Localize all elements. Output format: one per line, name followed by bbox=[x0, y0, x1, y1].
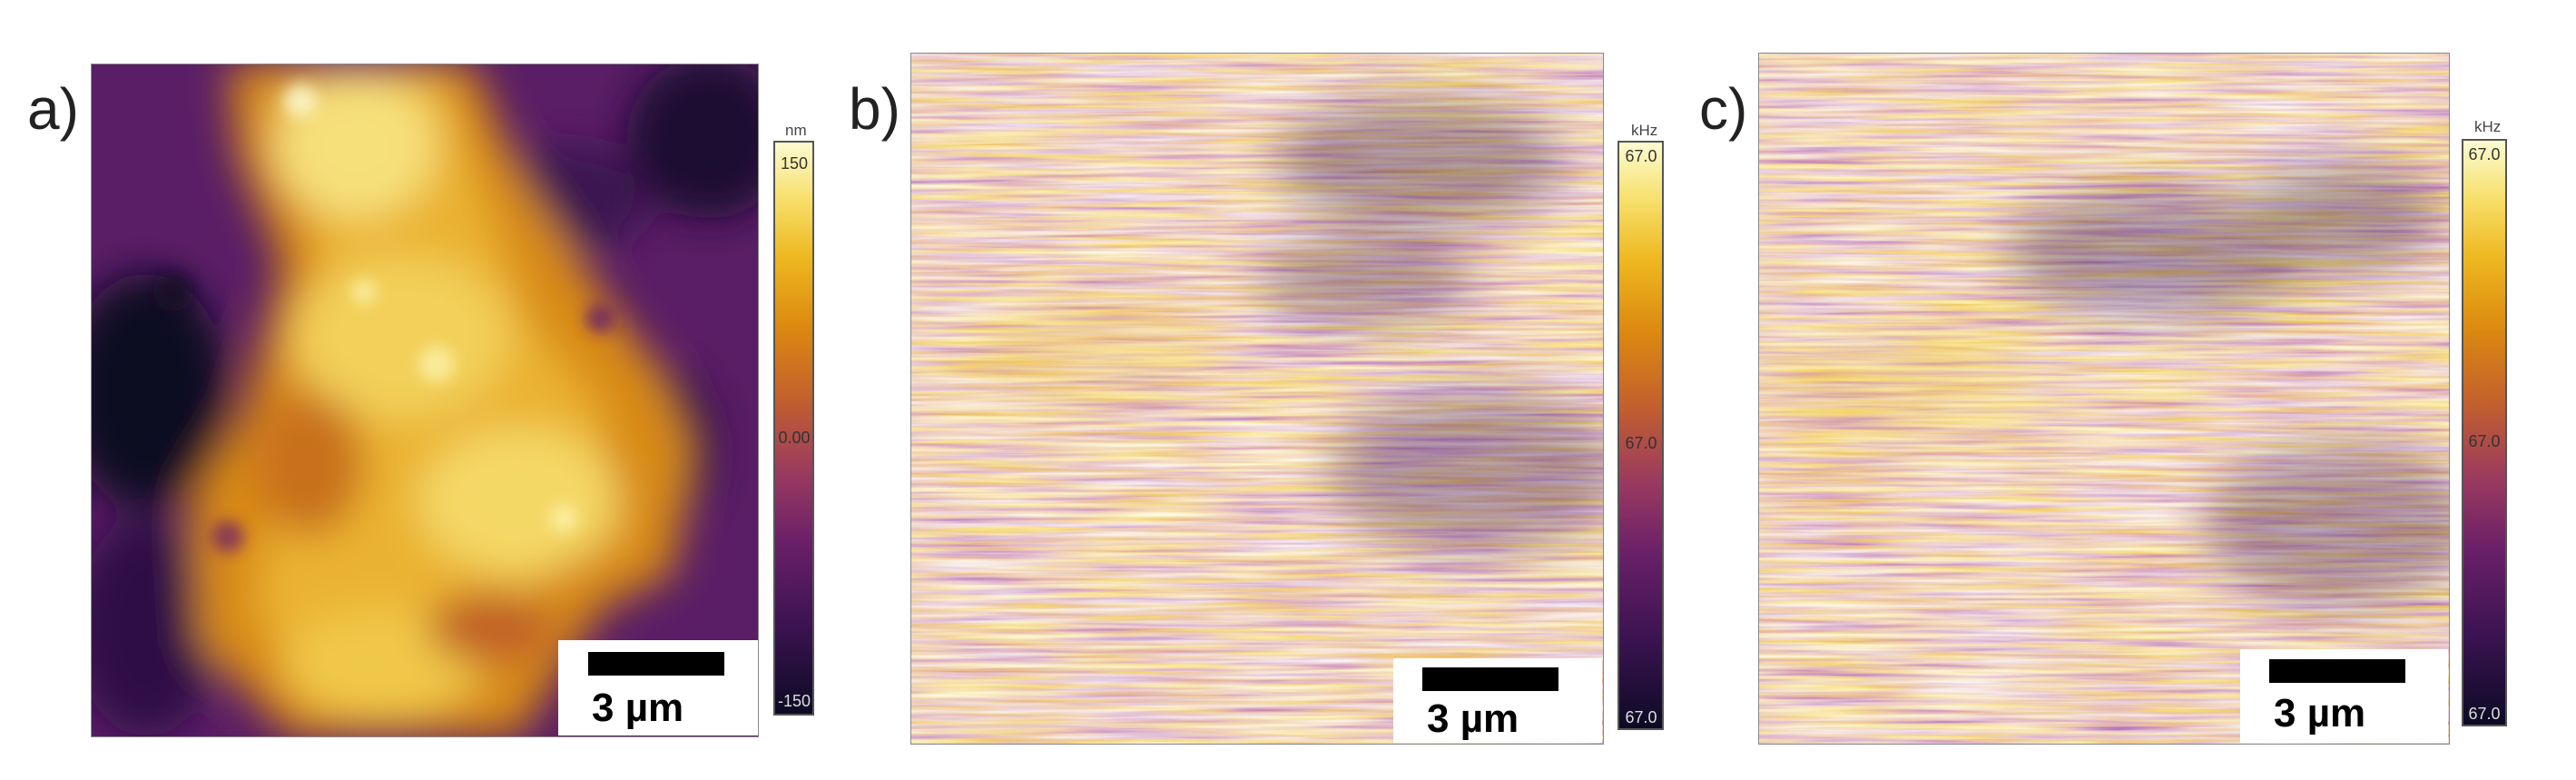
colorbar-tick-bottom-c: 67.0 bbox=[2468, 705, 2501, 723]
colorbar-tick-bottom-a: -150 bbox=[777, 692, 811, 710]
colorbar-tick-top-c: 67.0 bbox=[2468, 145, 2501, 163]
colorbar-tick-mid-a: 0.00 bbox=[778, 429, 811, 447]
colorbar-unit-a: nm bbox=[785, 122, 807, 139]
colorbar-unit-c: kHz bbox=[2474, 118, 2502, 135]
colorbar-b bbox=[1617, 141, 1664, 730]
panel-b-label: b) bbox=[849, 76, 900, 142]
panel-c-label: c) bbox=[1699, 76, 1748, 142]
frequency-map-b bbox=[910, 53, 1604, 745]
colorbar-tick-bottom-b: 67.0 bbox=[1625, 708, 1657, 726]
scale-bar-label-c: 3 µm bbox=[2274, 691, 2366, 736]
panel-a-label: a) bbox=[27, 76, 79, 142]
colorbar-tick-top-b: 67.0 bbox=[1625, 147, 1657, 165]
colorbar-unit-b: kHz bbox=[1631, 122, 1658, 139]
colorbar-tick-mid-b: 67.0 bbox=[1625, 434, 1657, 452]
colorbar-tick-mid-c: 67.0 bbox=[2468, 432, 2501, 450]
scale-bar-a bbox=[588, 652, 724, 676]
colorbar-tick-top-a: 150 bbox=[780, 154, 809, 173]
scale-bar-b bbox=[1422, 667, 1558, 691]
colorbar-a bbox=[773, 141, 814, 716]
scale-bar-label-a: 3 µm bbox=[592, 686, 684, 730]
colorbar-c bbox=[2462, 139, 2507, 726]
frequency-map-c bbox=[1758, 53, 2450, 745]
topography-image bbox=[91, 64, 759, 737]
scale-bar-c bbox=[2269, 659, 2405, 683]
scale-bar-label-b: 3 µm bbox=[1427, 696, 1519, 741]
